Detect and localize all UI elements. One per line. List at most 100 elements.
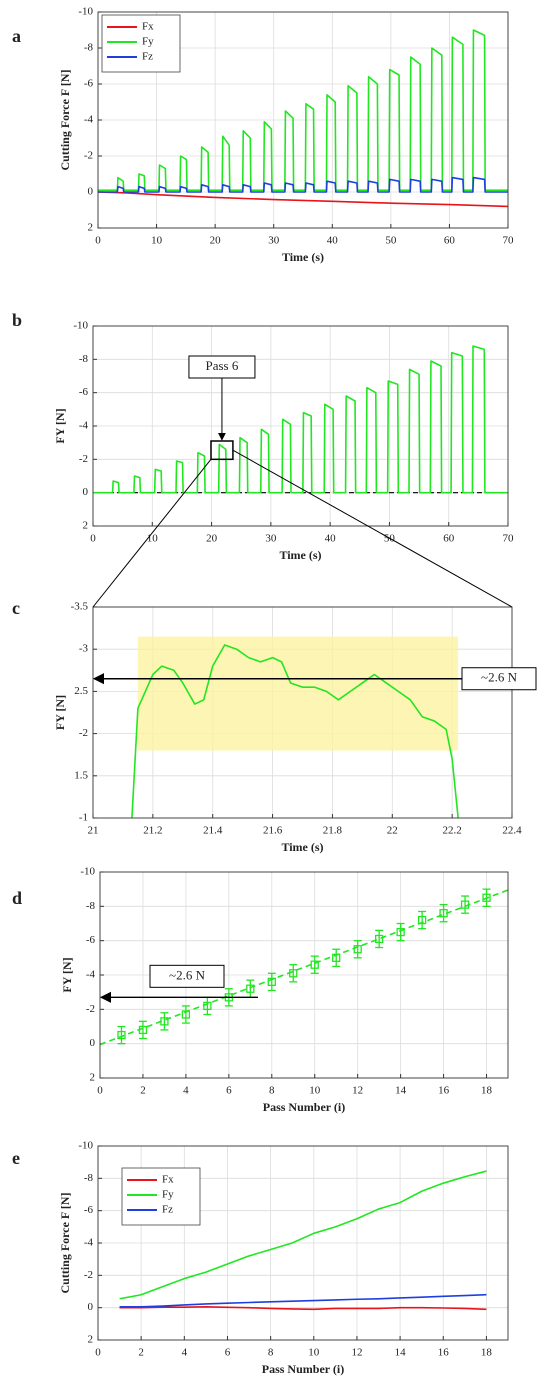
x-tick-label: 60 (443, 533, 455, 545)
y-tick-label: -8 (86, 900, 96, 912)
x-tick-label: 2 (138, 1347, 144, 1359)
y-tick-label: -2 (84, 150, 93, 162)
x-tick-label: 70 (503, 533, 515, 545)
x-tick-label: 10 (151, 235, 163, 247)
y-tick-label: 0 (88, 186, 94, 198)
x-tick-label: 0 (95, 1347, 101, 1359)
annotation-text: ~2.6 N (481, 670, 518, 685)
series-line (98, 29, 508, 191)
y-tick-label: -10 (78, 1140, 93, 1152)
point (460, 900, 470, 909)
x-tick-label: 14 (395, 1347, 407, 1359)
zoom-box (210, 440, 234, 461)
x-tick-label: 14 (395, 1085, 407, 1097)
y-tick-label: -2 (79, 453, 88, 465)
x-tick-label: 10 (147, 533, 159, 545)
plot-area (93, 345, 508, 494)
x-tick-label: 20 (210, 235, 222, 247)
x-tick-label: 21.2 (143, 825, 162, 837)
y-tick-label: 2 (88, 1334, 94, 1346)
y-tick-label: 2 (88, 222, 94, 234)
x-tick-label: 4 (182, 1347, 188, 1359)
x-tick-label: 21.8 (323, 825, 343, 837)
plot-area (119, 1170, 487, 1311)
x-tick-label: 18 (481, 1085, 493, 1097)
x-tick-label: 20 (206, 533, 218, 545)
y-tick-label: 2 (90, 1072, 96, 1084)
legend-box (101, 14, 181, 73)
x-tick-label: 16 (438, 1347, 450, 1359)
plot-frame (92, 325, 509, 527)
x-tick-label: 8 (268, 1347, 274, 1359)
legend-box (121, 1167, 201, 1226)
y-tick-label: -4 (79, 420, 89, 432)
y-tick-label: -1 (79, 812, 88, 824)
y-tick-label: 0 (88, 1301, 94, 1313)
x-tick-label: 8 (269, 1085, 275, 1097)
y-tick-label: -2 (79, 727, 88, 739)
y-axis-label: FY [N] (53, 408, 67, 443)
x-tick-label: 16 (438, 1085, 450, 1097)
x-tick-label: 4 (183, 1085, 189, 1097)
y-tick-label: 2.5 (74, 685, 88, 697)
point (181, 1010, 191, 1019)
x-tick-label: 22.4 (502, 825, 522, 837)
panel-letter: b (12, 310, 22, 330)
point (482, 893, 491, 902)
x-axis-label: Time (s) (282, 250, 324, 264)
y-tick-label: -6 (79, 386, 89, 398)
y-axis-label: FY [N] (53, 695, 67, 730)
y-tick-label: -2 (84, 1269, 93, 1281)
panel-letter: c (12, 598, 20, 618)
x-axis-label: Time (s) (281, 840, 323, 854)
plot-frame (92, 606, 513, 819)
legend-label: Fz (142, 51, 153, 63)
x-tick-label: 60 (444, 235, 456, 247)
series-line (119, 1306, 487, 1311)
zoom-connector (232, 449, 513, 608)
series-line (119, 1170, 487, 1300)
series-line (98, 191, 508, 208)
point (417, 915, 427, 925)
x-tick-label: 22 (387, 825, 398, 837)
x-axis-label: Time (s) (279, 548, 321, 562)
y-tick-label: -8 (84, 42, 94, 54)
y-tick-label: 0 (90, 1037, 96, 1049)
y-tick-label: -8 (79, 353, 89, 365)
band (137, 636, 459, 751)
y-tick-label: -3 (79, 643, 89, 655)
point (138, 1025, 148, 1035)
plot-area (131, 636, 459, 818)
y-tick-label: -10 (73, 320, 88, 332)
y-tick-label: 2 (83, 520, 89, 532)
point (267, 977, 276, 987)
x-tick-label: 30 (265, 533, 277, 545)
y-axis-label: FY [N] (60, 957, 74, 992)
y-tick-label: -4 (84, 114, 94, 126)
y-tick-label: -10 (78, 6, 93, 18)
x-tick-label: 6 (226, 1085, 232, 1097)
x-tick-label: 40 (327, 235, 339, 247)
panel-letter: e (12, 1148, 20, 1168)
x-tick-label: 21.4 (203, 825, 223, 837)
y-tick-label: -4 (86, 969, 96, 981)
plot-frame (99, 871, 509, 1079)
plot-area (98, 29, 508, 208)
x-tick-label: 22.2 (443, 825, 462, 837)
x-tick-label: 6 (225, 1347, 231, 1359)
annotation-box (149, 964, 225, 988)
legend-label: Fx (162, 1174, 174, 1186)
y-tick-label: -6 (86, 934, 96, 946)
x-tick-label: 50 (385, 235, 397, 247)
x-tick-label: 10 (309, 1085, 321, 1097)
x-tick-label: 21.6 (263, 825, 283, 837)
point (332, 953, 341, 962)
x-tick-label: 0 (95, 235, 101, 247)
y-tick-label: 1.5 (74, 769, 88, 781)
x-tick-label: 21 (88, 825, 99, 837)
x-tick-label: 70 (503, 235, 515, 247)
zoom-connector (92, 459, 212, 608)
plot-frame (97, 1145, 509, 1341)
y-tick-label: -4 (84, 1237, 94, 1249)
point (375, 934, 384, 944)
